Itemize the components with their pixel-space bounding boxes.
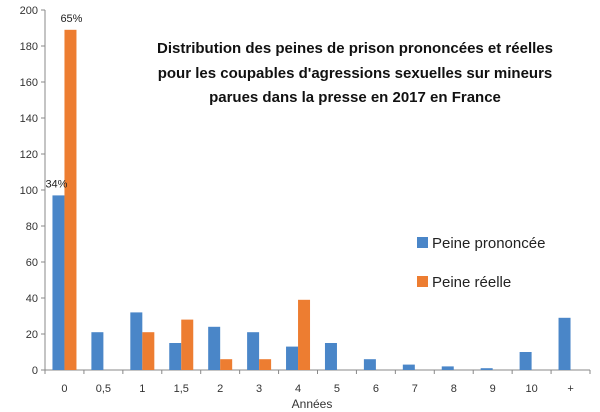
bar-peine-prononcee-2: [130, 312, 143, 370]
chart-title-line-3: parues dans la presse en 2017 en France: [209, 89, 501, 106]
chart-title: Distribution des peines de prison pronon…: [157, 40, 553, 106]
data-label: 34%: [45, 178, 67, 190]
x-tick-label: +: [567, 383, 573, 395]
bar-peine-prononcee-1: [91, 332, 104, 370]
legend-label-peine-prononcee: Peine prononcée: [432, 235, 545, 252]
x-tick-label: 3: [256, 383, 262, 395]
y-tick-label: 40: [26, 293, 38, 305]
x-tick-label: 8: [451, 383, 457, 395]
bar-peine-prononcee-12: [519, 352, 532, 370]
bar-peine-prononcee-13: [558, 317, 571, 370]
y-tick-label: 120: [20, 149, 38, 161]
x-tick-label: 9: [490, 383, 496, 395]
bar-peine-prononcee-0: [52, 195, 65, 370]
bar-peine-prononcee-9: [402, 364, 415, 370]
annotations: 65% 34%: [45, 13, 82, 191]
x-tick-label: 0,5: [96, 383, 111, 395]
bar-peine-reelle-6: [298, 299, 311, 370]
y-tick-label: 140: [20, 113, 38, 125]
x-tick-label: 1: [139, 383, 145, 395]
bar-peine-prononcee-8: [363, 359, 376, 370]
legend-label-peine-reelle: Peine réelle: [432, 274, 511, 291]
x-axis-title: Années: [292, 397, 333, 411]
bar-peine-prononcee-6: [286, 346, 299, 370]
y-tick-label: 160: [20, 77, 38, 89]
bar-peine-prononcee-5: [247, 332, 260, 370]
data-label: 65%: [60, 13, 82, 25]
y-tick-label: 80: [26, 221, 38, 233]
bar-peine-prononcee-7: [324, 343, 337, 370]
x-tick-label: 1,5: [174, 383, 189, 395]
y-tick-label: 200: [20, 5, 38, 17]
bar-peine-reelle-5: [259, 359, 272, 370]
legend: Peine prononcée Peine réelle: [417, 235, 545, 291]
bar-peine-reelle-3: [181, 319, 194, 370]
x-tick-label: 2: [217, 383, 223, 395]
x-tick-label: 4: [295, 383, 301, 395]
bars: [52, 29, 571, 371]
chart-title-line-2: pour les coupables d'agressions sexuelle…: [158, 65, 553, 82]
x-tick-label: 0: [61, 383, 67, 395]
y-tick-label: 0: [32, 365, 38, 377]
bar-peine-prononcee-10: [441, 366, 454, 370]
x-tick-label: 5: [334, 383, 340, 395]
x-tick-labels: 0 0,5 1 1,5 2 3 4 5 6 7 8 9 10 +: [44, 370, 591, 395]
y-tick-label: 180: [20, 41, 38, 53]
bar-peine-prononcee-3: [169, 343, 182, 370]
x-tick-label: 10: [525, 383, 537, 395]
y-tick-label: 20: [26, 329, 38, 341]
bar-peine-reelle-0: [64, 29, 77, 371]
y-tick-labels: 0 20 40 60 80 100 120 140 160 180 200: [20, 5, 45, 377]
bar-peine-reelle-4: [220, 359, 233, 370]
axes: 0 20 40 60 80 100 120 140 160 180 200 0 0,5 1 1,5 2 3 4 5…: [20, 5, 591, 395]
bar-peine-prononcee-4: [208, 326, 221, 370]
y-tick-label: 100: [20, 185, 38, 197]
legend-swatch-peine-prononcee: [417, 237, 428, 248]
bar-peine-reelle-2: [142, 332, 155, 370]
x-tick-label: 6: [373, 383, 379, 395]
y-tick-label: 60: [26, 257, 38, 269]
x-tick-label: 7: [412, 383, 418, 395]
bar-peine-prononcee-11: [480, 368, 493, 370]
legend-swatch-peine-reelle: [417, 276, 428, 287]
chart-title-line-1: Distribution des peines de prison pronon…: [157, 40, 553, 57]
